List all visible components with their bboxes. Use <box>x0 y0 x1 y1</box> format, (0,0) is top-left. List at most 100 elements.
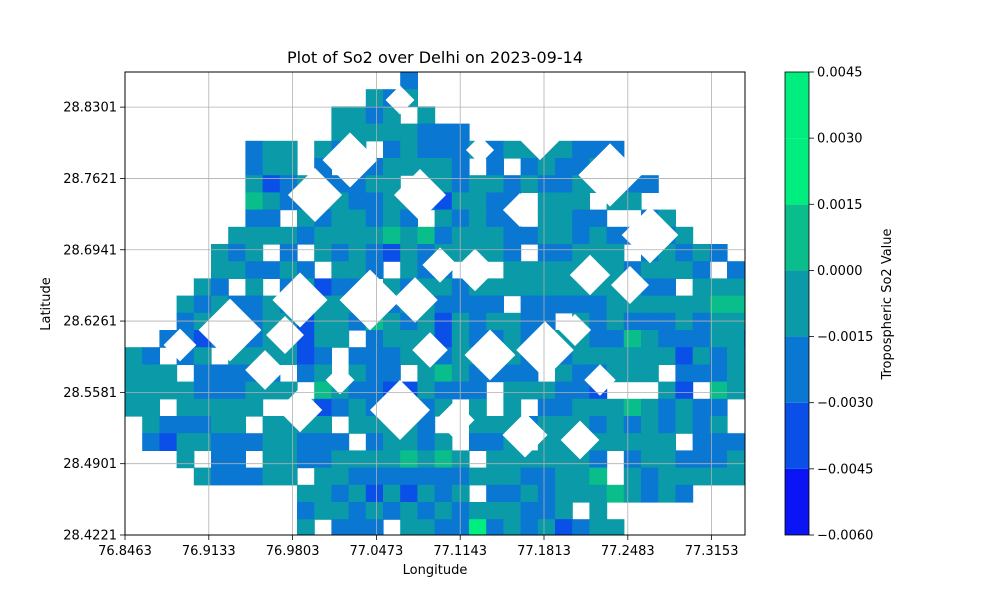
contour-cell <box>555 192 573 211</box>
contour-cell <box>193 467 212 486</box>
contour-cell <box>555 140 573 159</box>
contour-void <box>502 192 538 228</box>
contour-cell <box>555 278 573 297</box>
contour-cell <box>469 209 487 228</box>
contour-cell <box>142 347 160 365</box>
contour-cell <box>348 398 367 417</box>
contour-cell <box>365 450 384 469</box>
contour-cell <box>262 175 281 193</box>
contour-cell <box>365 467 384 486</box>
contour-cell <box>125 347 143 365</box>
contour-void <box>465 135 495 165</box>
x-tick-label: 76.9133 <box>182 544 236 559</box>
contour-cell <box>709 278 728 297</box>
contour-cell <box>537 209 556 228</box>
contour-cell <box>245 381 264 400</box>
contour-cell <box>469 226 487 245</box>
contour-cell <box>641 261 659 279</box>
contour-cell <box>623 433 642 451</box>
contour-cell <box>451 467 470 486</box>
contour-cell <box>606 433 625 451</box>
contour-cell <box>211 398 229 417</box>
contour-cell <box>727 467 745 486</box>
contour-cell <box>675 416 694 434</box>
contour-cell <box>159 364 178 383</box>
contour-cell <box>623 312 642 331</box>
contour-cell <box>348 519 367 535</box>
colorbar-segment <box>785 402 809 469</box>
contour-cell <box>383 158 401 176</box>
contour-cell <box>176 381 195 400</box>
contour-cell <box>658 261 676 279</box>
contour-cell <box>451 244 470 262</box>
contour-cell <box>486 519 504 535</box>
contour-cell <box>520 467 539 486</box>
contour-cell <box>606 519 625 535</box>
contour-cell <box>486 140 504 159</box>
contour-cell <box>142 416 160 434</box>
contour-cell <box>641 398 659 417</box>
colorbar-segment <box>785 336 809 403</box>
contour-cell <box>348 502 367 520</box>
contour-cell <box>641 364 659 383</box>
contour-cell <box>400 519 418 535</box>
contour-cell <box>365 209 384 228</box>
contour-cell <box>434 450 453 469</box>
contour-cell <box>537 398 556 417</box>
contour-cell <box>314 244 332 262</box>
contour-cell <box>348 226 367 245</box>
contour-cell <box>434 158 453 176</box>
contour-cell <box>434 381 453 400</box>
contour-cell <box>125 398 143 417</box>
contour-cell <box>297 364 315 383</box>
contour-cell <box>744 364 745 383</box>
contour-cell <box>245 467 264 486</box>
contour-cell <box>451 209 470 228</box>
contour-cell <box>486 502 504 520</box>
contour-cell <box>589 398 608 417</box>
contour-cell <box>193 381 212 400</box>
contour-void <box>519 119 561 161</box>
x-tick-label: 77.1813 <box>517 544 571 559</box>
contour-cell <box>469 502 487 520</box>
contour-void <box>245 350 285 390</box>
contour-cell <box>727 433 745 451</box>
contour-cell <box>331 244 350 262</box>
contour-cell <box>331 484 350 503</box>
contour-cell <box>623 347 642 365</box>
contour-cell <box>211 364 229 383</box>
contour-cell <box>365 330 384 348</box>
contour-cell <box>486 278 504 297</box>
contour-cell <box>744 450 745 469</box>
contour-cell <box>228 416 246 434</box>
contour-cell <box>245 295 264 314</box>
contour-void <box>569 254 611 296</box>
contour-cell <box>314 433 332 451</box>
contour-cell <box>262 140 281 159</box>
contour-cell <box>348 484 367 503</box>
contour-cell <box>417 106 436 125</box>
contour-cell <box>417 484 436 503</box>
contour-cell <box>589 502 608 520</box>
contour-cell <box>692 244 711 262</box>
contour-cell <box>486 175 504 193</box>
contour-cell <box>555 484 573 503</box>
contour-cell <box>486 158 504 176</box>
contour-cell <box>503 364 522 383</box>
contour-cell <box>469 381 487 400</box>
contour-cell <box>417 502 436 520</box>
contour-cell <box>451 484 470 503</box>
contour-cell <box>193 433 212 451</box>
contour-cell <box>211 261 229 279</box>
contour-cell <box>451 158 470 176</box>
contour-cell <box>142 381 160 400</box>
contour-cell <box>434 502 453 520</box>
contour-cell <box>417 140 436 159</box>
contour-cell <box>572 295 590 314</box>
contour-cell <box>451 330 470 348</box>
contour-cell <box>520 364 539 383</box>
contour-cell <box>400 226 418 245</box>
contour-cell <box>262 209 281 228</box>
contour-cell <box>434 140 453 159</box>
contour-cell <box>709 330 728 348</box>
